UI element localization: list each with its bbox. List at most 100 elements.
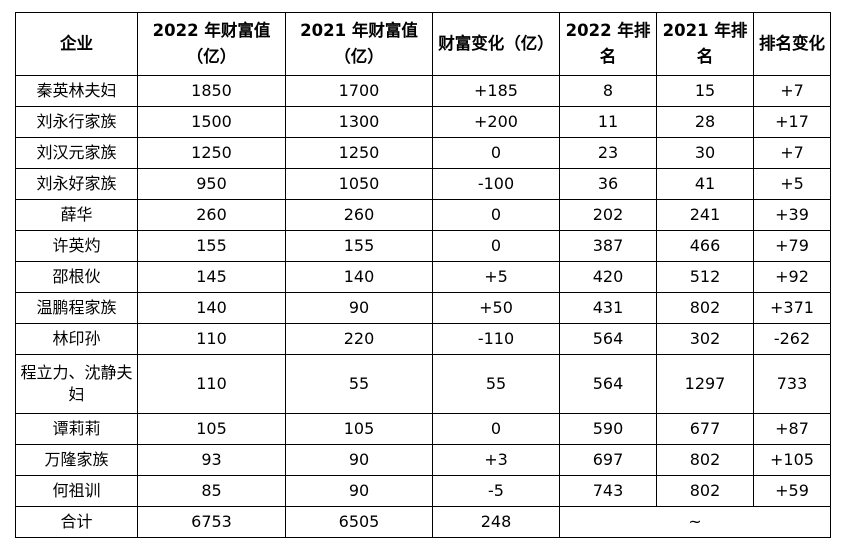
cell-rank-2021: 241: [656, 199, 754, 231]
table-row: 邵根伙 145 140 +5 420 512 +92: [15, 261, 831, 293]
cell-wealth-2022: 145: [137, 261, 286, 293]
cell-rank-2022: 23: [559, 137, 657, 169]
cell-wealth-2021: 260: [285, 199, 433, 231]
cell-rank-change: +39: [753, 199, 831, 231]
cell-rank-change: 733: [753, 354, 831, 414]
cell-rank-change: +371: [753, 292, 831, 324]
cell-rank-2022: 11: [559, 106, 657, 138]
cell-wealth-change: +185: [432, 75, 560, 107]
cell-rank-change: +17: [753, 106, 831, 138]
cell-rank-2022: 387: [559, 230, 657, 262]
cell-rank-2022: 431: [559, 292, 657, 324]
cell-rank-2021: 302: [656, 323, 754, 355]
cell-name: 秦英林夫妇: [15, 75, 138, 107]
cell-wealth-2021: 140: [285, 261, 433, 293]
cell-name: 温鹏程家族: [15, 292, 138, 324]
cell-rank-2022: 743: [559, 475, 657, 507]
cell-wealth-2022: 110: [137, 354, 286, 414]
cell-wealth-2021: 1300: [285, 106, 433, 138]
cell-wealth-2021: 55: [285, 354, 433, 414]
table-row: 薛华 260 260 0 202 241 +39: [15, 199, 831, 231]
header-rank-2021: 2021 年排名: [656, 12, 754, 76]
cell-wealth-change: -100: [432, 168, 560, 200]
header-company: 企业: [15, 12, 138, 76]
cell-wealth-change: 0: [432, 413, 560, 445]
header-row: 企业 2022 年财富值（亿） 2021 年财富值（亿） 财富变化（亿） 202…: [15, 12, 831, 76]
table-row: 许英灼 155 155 0 387 466 +79: [15, 230, 831, 262]
table-row: 温鹏程家族 140 90 +50 431 802 +371: [15, 292, 831, 324]
table-row: 秦英林夫妇 1850 1700 +185 8 15 +7: [15, 75, 831, 107]
cell-rank-change: -262: [753, 323, 831, 355]
cell-rank-2021: 30: [656, 137, 754, 169]
cell-rank-2021: 28: [656, 106, 754, 138]
table-row: 万隆家族 93 90 +3 697 802 +105: [15, 444, 831, 476]
cell-rank-2022: 420: [559, 261, 657, 293]
cell-rank-change: +7: [753, 75, 831, 107]
cell-wealth-2021: 90: [285, 444, 433, 476]
cell-rank-2021: 466: [656, 230, 754, 262]
header-wealth-change: 财富变化（亿）: [432, 12, 560, 76]
cell-wealth-change: +3: [432, 444, 560, 476]
cell-wealth-change: 0: [432, 230, 560, 262]
cell-wealth-change: +200: [432, 106, 560, 138]
header-wealth-2021: 2021 年财富值（亿）: [285, 12, 433, 76]
cell-wealth-2022: 260: [137, 199, 286, 231]
table-row: 谭莉莉 105 105 0 590 677 +87: [15, 413, 831, 445]
cell-rank-2022: 202: [559, 199, 657, 231]
cell-wealth-2022: 950: [137, 168, 286, 200]
cell-wealth-2022: 140: [137, 292, 286, 324]
wealth-table: 企业 2022 年财富值（亿） 2021 年财富值（亿） 财富变化（亿） 202…: [15, 12, 831, 538]
cell-wealth-change: +5: [432, 261, 560, 293]
cell-rank-change: +5: [753, 168, 831, 200]
cell-wealth-change: -5: [432, 475, 560, 507]
cell-name: 何祖训: [15, 475, 138, 507]
cell-wealth-change: 0: [432, 199, 560, 231]
cell-rank-2021: 41: [656, 168, 754, 200]
cell-wealth-2022: 1850: [137, 75, 286, 107]
cell-wealth-2022: 1250: [137, 137, 286, 169]
cell-name: 万隆家族: [15, 444, 138, 476]
header-wealth-2022: 2022 年财富值（亿）: [137, 12, 286, 76]
cell-wealth-2021: 1700: [285, 75, 433, 107]
cell-name: 林印孙: [15, 323, 138, 355]
cell-wealth-2022: 1500: [137, 106, 286, 138]
cell-rank-2021: 802: [656, 475, 754, 507]
cell-rank-2021: 802: [656, 444, 754, 476]
total-rank-note: ~: [559, 506, 831, 538]
cell-rank-2022: 564: [559, 323, 657, 355]
cell-wealth-2022: 110: [137, 323, 286, 355]
cell-wealth-2021: 1250: [285, 137, 433, 169]
cell-wealth-2021: 155: [285, 230, 433, 262]
total-wealth-change: 248: [432, 506, 560, 538]
cell-wealth-2021: 90: [285, 475, 433, 507]
cell-wealth-2022: 155: [137, 230, 286, 262]
table-row: 刘汉元家族 1250 1250 0 23 30 +7: [15, 137, 831, 169]
cell-name: 薛华: [15, 199, 138, 231]
total-row: 合计 6753 6505 248 ~: [15, 506, 831, 538]
cell-name: 刘永行家族: [15, 106, 138, 138]
table-row: 刘永好家族 950 1050 -100 36 41 +5: [15, 168, 831, 200]
cell-rank-2021: 1297: [656, 354, 754, 414]
cell-rank-2021: 802: [656, 292, 754, 324]
cell-wealth-2022: 93: [137, 444, 286, 476]
table-row: 林印孙 110 220 -110 564 302 -262: [15, 323, 831, 355]
table-row: 程立力、沈静夫妇 110 55 55 564 1297 733: [15, 354, 831, 414]
cell-rank-2022: 36: [559, 168, 657, 200]
cell-rank-2022: 697: [559, 444, 657, 476]
cell-rank-change: +92: [753, 261, 831, 293]
cell-name: 许英灼: [15, 230, 138, 262]
cell-name: 刘汉元家族: [15, 137, 138, 169]
cell-name: 谭莉莉: [15, 413, 138, 445]
cell-rank-change: +105: [753, 444, 831, 476]
cell-rank-change: +87: [753, 413, 831, 445]
total-wealth-2022: 6753: [137, 506, 286, 538]
cell-wealth-change: 55: [432, 354, 560, 414]
table-row: 何祖训 85 90 -5 743 802 +59: [15, 475, 831, 507]
cell-rank-change: +59: [753, 475, 831, 507]
cell-name: 邵根伙: [15, 261, 138, 293]
total-label: 合计: [15, 506, 138, 538]
cell-wealth-2021: 220: [285, 323, 433, 355]
cell-rank-2022: 590: [559, 413, 657, 445]
cell-rank-change: +7: [753, 137, 831, 169]
cell-wealth-change: 0: [432, 137, 560, 169]
